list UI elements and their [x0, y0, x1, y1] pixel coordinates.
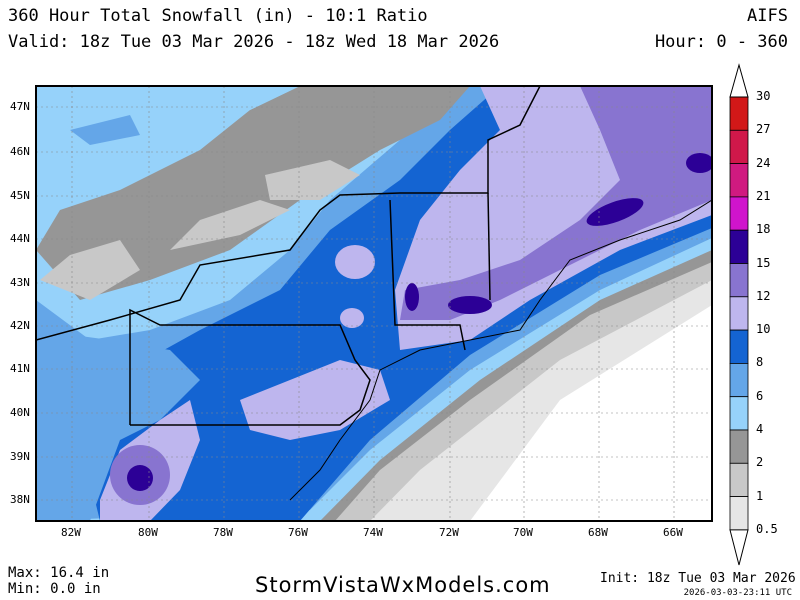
longitude-label: 80W [138, 526, 158, 539]
colorbar-label: 8 [756, 355, 764, 370]
snow-1-northwest [40, 240, 140, 300]
snow-15-maine [586, 198, 644, 226]
longitude-label: 70W [513, 526, 533, 539]
colorbar-label: 4 [756, 422, 764, 436]
valid-period: Valid: 18z Tue 03 Mar 2026 - 18z Wed 18 … [8, 32, 500, 52]
us-canada-border [36, 86, 541, 341]
colorbar-label: 27 [756, 122, 771, 137]
pa-border [129, 308, 371, 426]
colorbar-swatch [729, 96, 749, 131]
nh-maine-border [487, 192, 491, 301]
colorbar-bottom-arrow [729, 529, 749, 566]
snow-10-mid-atlantic [240, 360, 390, 440]
longitude-label: 78W [213, 526, 233, 539]
colorbar-label: 21 [756, 188, 771, 203]
snow-15-vt [405, 283, 419, 311]
longitude-label: 66W [663, 526, 683, 539]
snow-1-northwest-2 [170, 200, 290, 250]
colorbar-label: 12 [756, 288, 771, 303]
snow-1-quebec [265, 160, 360, 200]
colorbar-swatch [729, 196, 749, 231]
colorbar-label: 15 [756, 255, 771, 270]
colorbar-swatch [729, 229, 749, 264]
ny-ne-border [389, 199, 466, 351]
generated-time: 2026-03-03-23:11 UTC [683, 588, 792, 598]
snow-6-west-pa [36, 330, 200, 521]
latitude-label: 44N [10, 232, 30, 245]
longitude-label: 76W [288, 526, 308, 539]
snow-2-northwest [36, 86, 470, 300]
colorbar-label: 18 [756, 222, 771, 237]
colorbar-swatch [729, 429, 749, 464]
colorbar-swatch [729, 396, 749, 431]
colorbar-label: 24 [756, 155, 771, 170]
map-frame [35, 85, 713, 522]
latitude-label: 46N [10, 145, 30, 158]
map-title: 360 Hour Total Snowfall (in) - 10:1 Rati… [8, 6, 428, 26]
colorbar [729, 63, 749, 566]
forecast-hours: Hour: 0 - 360 [654, 32, 788, 52]
coast [289, 199, 712, 501]
colorbar-label: 30 [756, 89, 771, 103]
colorbar-swatch [729, 329, 749, 364]
longitude-label: 68W [588, 526, 608, 539]
site-logo: StormVistaWxModels.com [255, 573, 551, 597]
snow-10-ny-blob [335, 245, 375, 279]
colorbar-swatch [729, 496, 749, 531]
longitude-label: 74W [363, 526, 383, 539]
colorbar-swatch [729, 263, 749, 298]
latitude-label: 42N [10, 319, 30, 332]
model-name: AIFS [747, 6, 788, 26]
borders [36, 86, 712, 501]
snow-4-north [130, 86, 300, 125]
colorbar-swatch [729, 163, 749, 198]
longitude-label: 72W [439, 526, 459, 539]
colorbar-top-arrow [729, 63, 749, 98]
snow-12-northeast [400, 86, 712, 320]
snow-15-wv [127, 465, 153, 491]
min-value: Min: 0.0 in [8, 581, 101, 597]
colorbar-label: 0.5 [756, 521, 778, 536]
init-time: Init: 18z Tue 03 Mar 2026 [600, 571, 796, 586]
snow-15-nb [686, 153, 712, 173]
latitude-label: 45N [10, 189, 30, 202]
colorbar-label: 1 [756, 488, 764, 503]
colorbar-label: 6 [756, 388, 764, 403]
max-value: Max: 16.4 in [8, 565, 110, 581]
colorbar-label: 2 [756, 455, 764, 470]
colorbar-label: 10 [756, 322, 771, 337]
colorbar-swatch [729, 462, 749, 497]
latitude-label: 41N [10, 362, 30, 375]
latitude-label: 47N [10, 100, 30, 113]
colorbar-swatch [729, 362, 749, 398]
colorbar-swatch [729, 129, 749, 165]
latitude-label: 39N [10, 450, 30, 463]
latitude-label: 43N [10, 276, 30, 289]
snow-10-ny-blob-2 [340, 308, 364, 328]
latitude-label: 38N [10, 493, 30, 506]
longitude-label: 82W [61, 526, 81, 539]
snow-15-ma [448, 296, 492, 314]
snow-6-north [70, 115, 140, 145]
latitude-label: 40N [10, 406, 30, 419]
colorbar-swatch [729, 296, 749, 331]
